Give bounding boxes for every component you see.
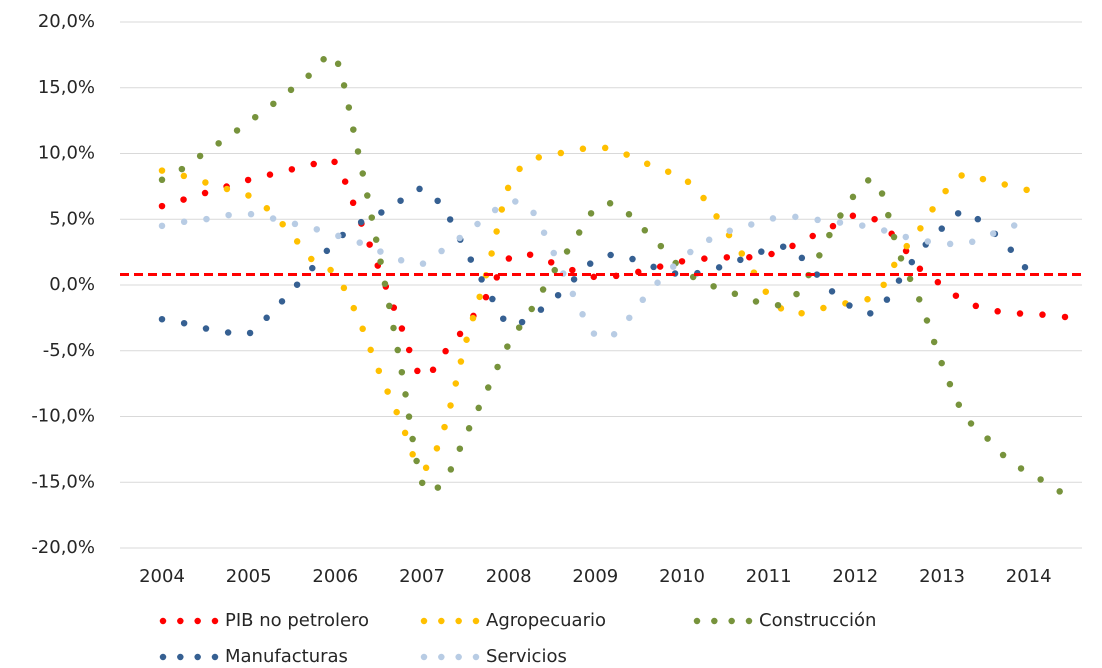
- y-tick-label: -10,0%: [31, 406, 95, 427]
- x-tick-label: 2004: [139, 566, 185, 587]
- y-tick-label: -20,0%: [31, 537, 95, 558]
- y-tick-label: 15,0%: [38, 77, 95, 98]
- x-tick-label: 2008: [486, 566, 532, 587]
- x-tick-label: 2012: [832, 566, 878, 587]
- plot-area: [120, 50, 1082, 504]
- series-line: [158, 50, 1076, 504]
- x-tick-label: 2013: [919, 566, 965, 587]
- legend-label: PIB no petrolero: [225, 610, 369, 631]
- x-tick-label: 2009: [572, 566, 618, 587]
- x-tick-label: 2007: [399, 566, 445, 587]
- x-tick-label: 2006: [312, 566, 358, 587]
- y-tick-label: 5,0%: [49, 208, 95, 229]
- x-tick-label: 2005: [226, 566, 272, 587]
- legend-label: Manufacturas: [225, 646, 348, 667]
- x-tick-label: 2014: [1006, 566, 1052, 587]
- series-line: [158, 143, 1032, 473]
- y-tick-label: 0,0%: [49, 274, 95, 295]
- legend: PIB no petrolero Agropecuario Construcción…: [159, 610, 876, 667]
- series-line: [158, 185, 1032, 339]
- y-tick-label: 10,0%: [38, 143, 95, 164]
- y-tick-label: -5,0%: [43, 340, 95, 361]
- legend-label: Construcción: [759, 610, 876, 631]
- legend-label: Servicios: [486, 646, 567, 667]
- x-tick-label: 2011: [746, 566, 792, 587]
- legend-label: Agropecuario: [486, 610, 606, 631]
- series-line: [158, 198, 1032, 342]
- y-tick-label: -15,0%: [31, 471, 95, 492]
- grid: -20,0% -15,0% -10,0% -5,0% 0,0% 5,0% 10,0% 15,0…: [31, 11, 1082, 587]
- y-tick-label: 20,0%: [38, 11, 95, 32]
- x-tick-label: 2010: [659, 566, 705, 587]
